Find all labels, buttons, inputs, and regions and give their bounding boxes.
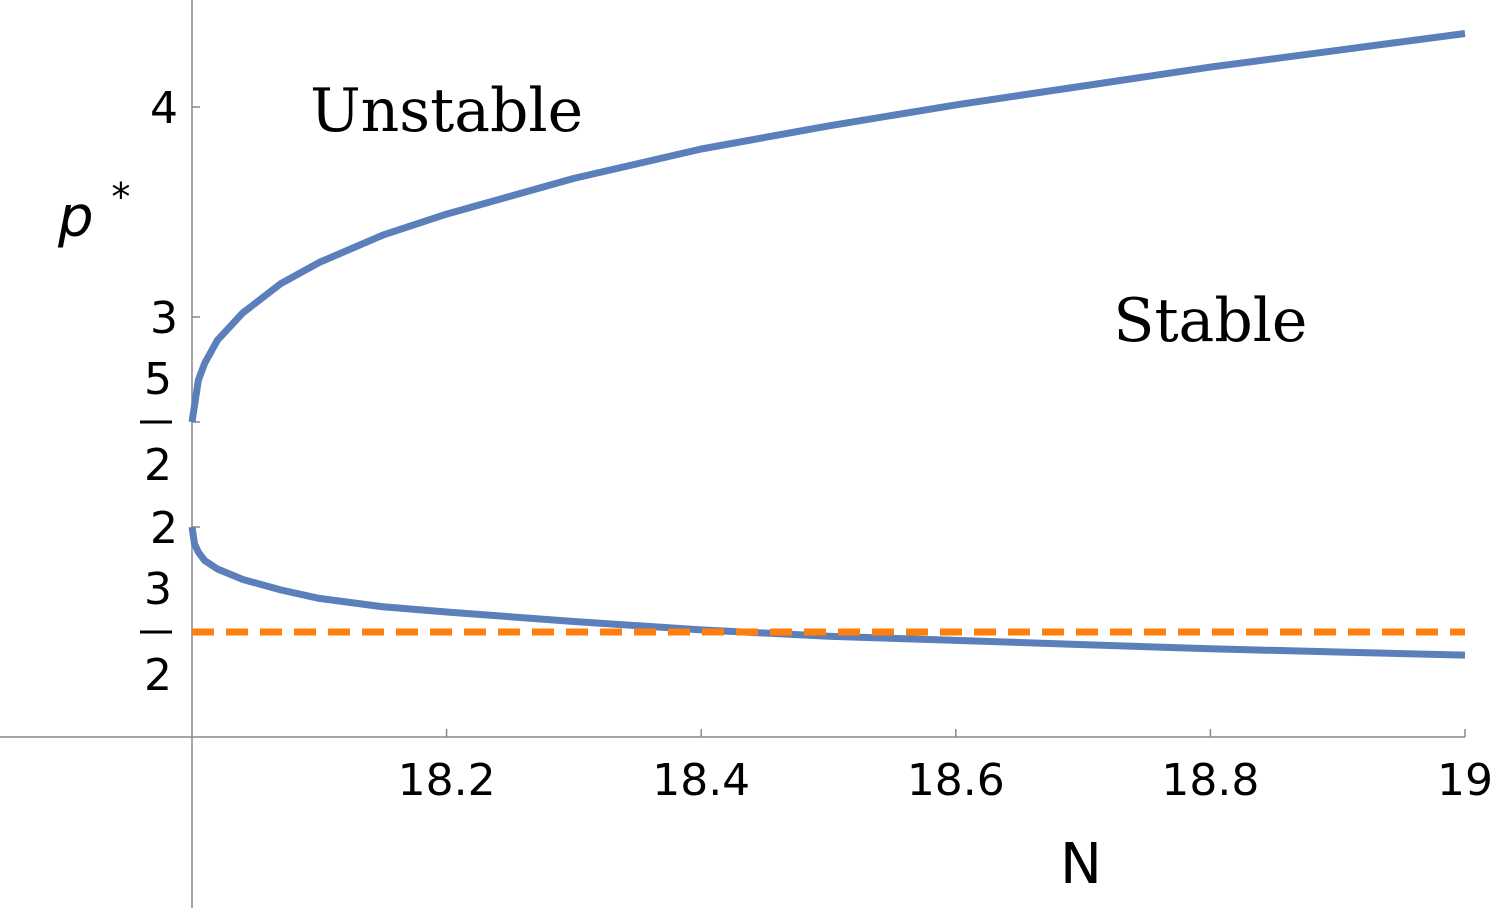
x-tick-label: 19 <box>1437 755 1493 806</box>
series-line-unstable-branch <box>188 30 1466 423</box>
y-tick-label: 3 <box>150 293 178 344</box>
x-tick-label: 18.4 <box>652 755 750 806</box>
y-tick-label-denominator: 2 <box>144 440 172 491</box>
annotations: Unstable Stable <box>310 76 1307 356</box>
y-tick-label: 4 <box>150 83 178 134</box>
y-axis-title-main: p <box>57 185 94 250</box>
y-ticks: 3 2 2 5 2 3 4 <box>140 83 200 701</box>
y-tick-label-numerator: 3 <box>144 564 172 615</box>
x-axis-title: N <box>1060 832 1102 897</box>
x-ticks: 18.2 18.4 18.6 18.8 19 <box>398 729 1493 806</box>
x-tick-label: 18.2 <box>398 755 496 806</box>
y-tick-label: 2 <box>150 503 178 554</box>
annotation-stable: Stable <box>1113 286 1307 356</box>
x-tick-label: 18.8 <box>1161 755 1259 806</box>
series-layer <box>188 30 1466 659</box>
y-axis-title-superscript: * <box>111 175 130 219</box>
x-tick-label: 18.6 <box>907 755 1005 806</box>
y-axis-title: p * <box>57 175 130 250</box>
y-tick-label-denominator: 2 <box>144 650 172 701</box>
y-tick-label-numerator: 5 <box>144 354 172 405</box>
annotation-unstable: Unstable <box>310 76 583 146</box>
series-line-stable-branch <box>188 526 1466 659</box>
